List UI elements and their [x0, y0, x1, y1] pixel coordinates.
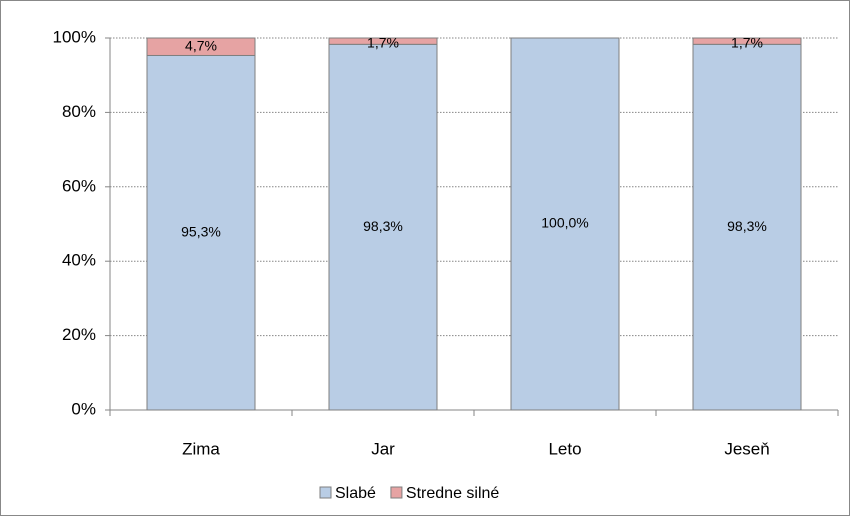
- bar-segment: [146, 54, 256, 411]
- y-tick-label: 60%: [62, 176, 96, 195]
- y-tick-label: 80%: [62, 102, 96, 121]
- legend-swatch: [319, 486, 332, 499]
- data-label: 98,3%: [727, 218, 767, 234]
- data-label: 95,3%: [181, 223, 221, 239]
- bar-segment: [328, 43, 438, 411]
- y-tick-label: 0%: [71, 399, 96, 418]
- data-label: 98,3%: [363, 218, 403, 234]
- x-tick-label: Jar: [371, 439, 395, 458]
- bar-segment: [510, 37, 620, 411]
- bar-segment: [692, 37, 802, 45]
- data-label: 1,7%: [731, 35, 763, 51]
- data-label: 100,0%: [541, 215, 588, 231]
- legend-label: Slabé: [335, 485, 376, 502]
- x-tick-label: Jeseň: [724, 439, 769, 458]
- y-tick-label: 100%: [53, 27, 96, 46]
- data-label: 1,7%: [367, 35, 399, 51]
- y-tick-label: 40%: [62, 251, 96, 270]
- bar-segment: [328, 37, 438, 45]
- legend-label: Stredne silné: [406, 485, 499, 502]
- data-label: 4,7%: [185, 37, 217, 53]
- bar-segment: [692, 43, 802, 411]
- x-tick-label: Zima: [182, 439, 220, 458]
- y-tick-label: 20%: [62, 325, 96, 344]
- bar-segment: [146, 37, 256, 56]
- x-tick-label: Leto: [548, 439, 581, 458]
- legend-swatch: [390, 486, 403, 499]
